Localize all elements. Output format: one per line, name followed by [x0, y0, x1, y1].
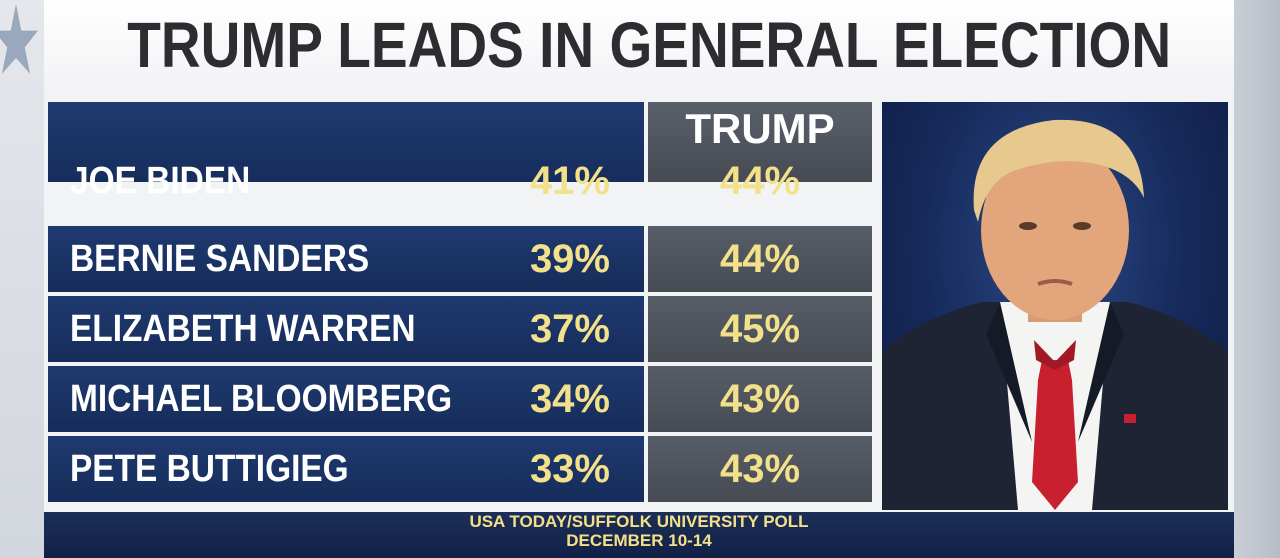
poll-dates: DECEMBER 10-14 — [566, 531, 712, 550]
trump-percent: 44% — [719, 159, 801, 203]
mouth — [1037, 279, 1073, 286]
left-lapel — [986, 302, 1032, 442]
candidate-cell: PETE BUTTIGIEG 33% — [48, 436, 644, 502]
tie-knot — [1034, 340, 1076, 370]
poll-table: TRUMP JOE BIDEN 41% 44% BERNIE SANDERS 3… — [48, 102, 872, 510]
header-candidate-cell — [48, 102, 644, 182]
title-card: TRUMP LEADS IN GENERAL ELECTION — [44, 0, 1234, 92]
trump-percent: 44% — [719, 237, 801, 281]
star-icon — [0, 4, 38, 74]
trump-cell: 43% — [648, 436, 872, 502]
source-strip: USA TODAY/SUFFOLK UNIVERSITY POLL DECEMB… — [44, 512, 1234, 558]
background-side-bar — [1234, 0, 1280, 558]
poll-panel: TRUMP JOE BIDEN 41% 44% BERNIE SANDERS 3… — [44, 92, 1234, 512]
candidate-cell: MICHAEL BLOOMBERG 34% — [48, 366, 644, 432]
flag-pin-icon — [1124, 414, 1136, 423]
candidate-name: PETE BUTTIGIEG — [70, 448, 349, 490]
candidate-name: MICHAEL BLOOMBERG — [70, 378, 453, 420]
trump-cell: 44% — [648, 148, 872, 214]
candidate-portrait — [882, 102, 1228, 510]
graphic-title: TRUMP LEADS IN GENERAL ELECTION — [127, 9, 1172, 81]
candidate-cell: BERNIE SANDERS 39% — [48, 226, 644, 292]
candidate-percent: 33% — [529, 447, 610, 491]
portrait-illustration — [882, 119, 1228, 510]
trump-percent: 43% — [719, 447, 801, 491]
poll-source: USA TODAY/SUFFOLK UNIVERSITY POLL — [469, 512, 809, 531]
left-eye — [1019, 222, 1037, 230]
candidate-percent: 39% — [529, 237, 610, 281]
candidate-percent: 34% — [529, 377, 610, 421]
candidate-percent: 37% — [529, 307, 610, 351]
trump-cell: 44% — [648, 226, 872, 292]
table-header-row: TRUMP — [48, 102, 872, 182]
candidate-name: BERNIE SANDERS — [70, 238, 370, 280]
hair — [973, 119, 1144, 222]
right-lapel — [1078, 302, 1124, 442]
trump-cell: 43% — [648, 366, 872, 432]
candidate-name: JOE BIDEN — [70, 160, 251, 202]
red-tie — [1032, 360, 1078, 510]
table-row: MICHAEL BLOOMBERG 34% 43% — [48, 366, 872, 432]
candidate-percent: 41% — [529, 159, 610, 203]
candidate-cell: ELIZABETH WARREN 37% — [48, 296, 644, 362]
table-row: JOE BIDEN 41% 44% — [48, 148, 872, 214]
trump-percent: 45% — [719, 307, 801, 351]
candidate-name: ELIZABETH WARREN — [70, 308, 416, 350]
trump-column-header: TRUMP — [685, 105, 835, 152]
trump-percent: 43% — [719, 377, 801, 421]
table-row: BERNIE SANDERS 39% 44% — [48, 226, 872, 292]
right-eye — [1073, 222, 1091, 230]
face — [981, 140, 1129, 320]
table-row: ELIZABETH WARREN 37% 45% — [48, 296, 872, 362]
trump-cell: 45% — [648, 296, 872, 362]
table-row: PETE BUTTIGIEG 33% 43% — [48, 436, 872, 502]
candidate-cell: JOE BIDEN 41% — [48, 148, 644, 214]
header-trump-cell: TRUMP — [648, 102, 872, 182]
